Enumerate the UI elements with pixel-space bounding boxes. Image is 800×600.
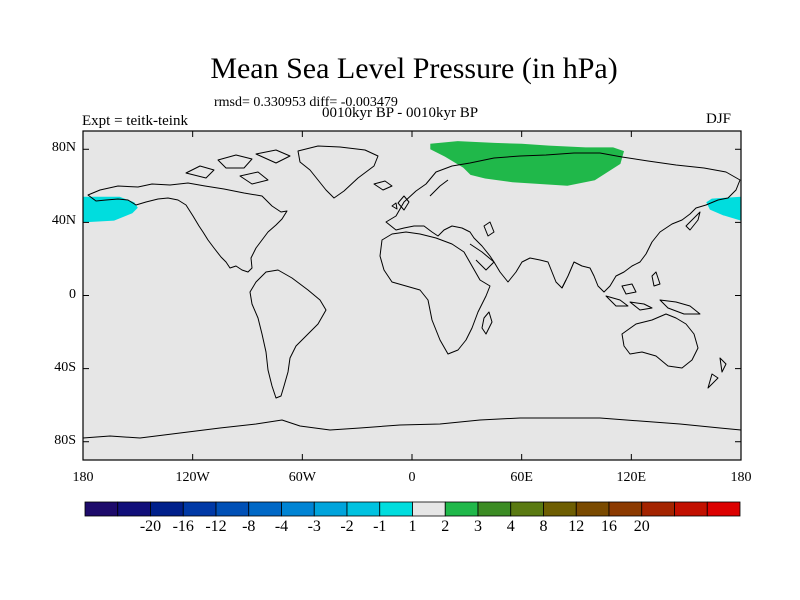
colorbar-label: 3 — [474, 518, 482, 535]
anomaly-region-north-pacific-negative-west — [83, 196, 138, 223]
lat-label: 80S — [54, 432, 76, 448]
colorbar-label: -3 — [307, 518, 321, 535]
colorbar-box — [215, 501, 250, 517]
coastlines — [83, 145, 741, 439]
anomaly-regions — [83, 141, 741, 223]
lat-label: 0 — [69, 286, 76, 302]
colorbar-box — [477, 501, 512, 517]
colorbar-box — [543, 501, 577, 517]
lon-label: 60E — [510, 470, 533, 485]
colorbar-box — [248, 501, 282, 517]
lon-label: 60W — [288, 470, 316, 485]
colorbar-label: 1 — [408, 518, 417, 535]
anomaly-region-eurasia-positive — [430, 141, 624, 186]
lon-label: 0 — [408, 470, 416, 485]
colorbar-label: 12 — [568, 518, 585, 535]
colorbar-box — [379, 501, 413, 517]
colorbar-box — [641, 501, 675, 517]
lon-label: 180 — [730, 470, 752, 485]
anomaly-region-north-pacific-negative-east — [706, 196, 741, 221]
colorbar-label: -4 — [274, 518, 289, 535]
season-label: DJF — [706, 111, 732, 127]
colorbar-label: 16 — [601, 518, 617, 535]
colorbar-label: -8 — [242, 518, 256, 535]
colorbar-label: -20 — [139, 518, 162, 535]
colorbar-box — [674, 501, 708, 517]
colorbar-box — [575, 501, 610, 517]
experiment-label: Expt = teitk-teink — [82, 113, 188, 129]
plot-background — [83, 131, 741, 460]
lon-label: 180 — [72, 470, 94, 485]
colorbar-box — [706, 501, 741, 517]
lon-label: 120W — [175, 470, 210, 485]
axis-ticks — [82, 131, 742, 460]
colorbar-box — [150, 501, 184, 517]
colorbar-box — [412, 501, 446, 517]
lat-label: 80N — [51, 140, 76, 156]
lat-label: 40N — [51, 213, 76, 229]
lat-label: 40S — [54, 359, 76, 375]
colorbar-box — [346, 501, 381, 517]
colorbar-label: 4 — [506, 518, 515, 535]
colorbar-label: -12 — [205, 518, 227, 535]
stats-label: rmsd= 0.330953 diff= -0.003479 — [214, 95, 398, 110]
colorbar-label: -2 — [340, 518, 354, 535]
colorbar-label: 20 — [633, 518, 650, 535]
colorbar-box — [182, 501, 217, 517]
colorbar-box — [510, 501, 544, 517]
colorbar-box — [313, 501, 348, 517]
colorbar-label: -1 — [373, 518, 387, 535]
colorbar-box — [608, 501, 643, 517]
subtitle-label: 0010kyr BP - 0010kyr BP — [322, 105, 479, 121]
colorbar-label: 2 — [441, 518, 450, 535]
colorbar-box — [84, 501, 119, 517]
lon-label: 120E — [616, 470, 647, 485]
colorbar-label: -16 — [172, 518, 194, 535]
chart-title: Mean Sea Level Pressure (in hPa) — [210, 52, 618, 85]
colorbar-box — [444, 501, 479, 517]
colorbar-box — [281, 501, 315, 517]
colorbar-box — [117, 501, 151, 517]
colorbar-label: 8 — [539, 518, 548, 535]
